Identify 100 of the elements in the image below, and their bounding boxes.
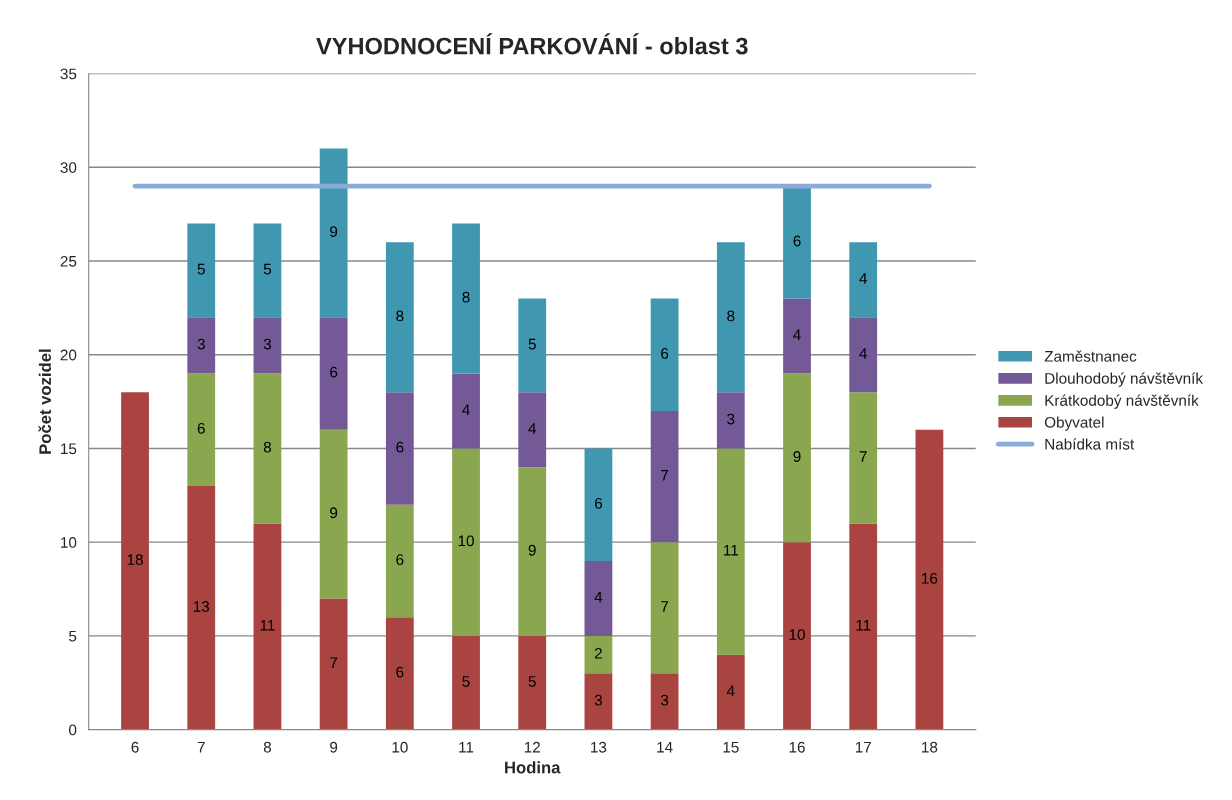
- bar: [716, 654, 745, 730]
- data-label: 4: [528, 423, 537, 434]
- data-label: 16: [922, 572, 938, 584]
- data-label: 11: [724, 544, 738, 556]
- data-label: 4: [859, 273, 868, 284]
- bar: [650, 542, 679, 674]
- bar: [253, 223, 282, 318]
- data-label: 3: [197, 338, 205, 350]
- bar: [650, 410, 679, 543]
- data-label: 5: [528, 338, 536, 350]
- bar: [385, 392, 414, 505]
- x-tick-label: 9: [330, 741, 338, 753]
- bar: [253, 317, 282, 374]
- x-tick-label: 14: [657, 741, 673, 753]
- bar: [187, 223, 216, 318]
- data-label: 5: [528, 676, 536, 687]
- bar: [650, 673, 679, 730]
- data-label: 10: [789, 629, 805, 640]
- data-label: 8: [263, 441, 272, 453]
- bar: [584, 448, 613, 561]
- data-label: 18: [127, 554, 143, 566]
- data-label: 5: [197, 263, 205, 275]
- bar: [385, 504, 414, 618]
- y-tick-label: 30: [60, 162, 77, 173]
- data-label: 8: [727, 310, 735, 322]
- bar: [783, 542, 811, 730]
- data-label: 6: [661, 348, 669, 359]
- x-tick-label: 6: [131, 741, 139, 753]
- y-tick-label: 0: [69, 724, 77, 736]
- data-label: 7: [661, 470, 669, 481]
- bar: [518, 298, 547, 393]
- bar: [452, 373, 480, 449]
- legend-label: Dlouhodobý návštěvník: [1045, 372, 1204, 387]
- bar: [849, 317, 878, 393]
- data-label: 6: [197, 423, 205, 434]
- bar: [849, 523, 878, 730]
- x-tick-label: 10: [392, 741, 408, 753]
- y-tick-label: 10: [61, 537, 77, 548]
- data-label: 4: [859, 348, 868, 359]
- data-label: 2: [594, 647, 602, 659]
- bar: [584, 635, 613, 674]
- data-label: 3: [594, 694, 602, 706]
- bar: [121, 392, 149, 730]
- data-label: 8: [396, 310, 404, 322]
- x-tick-label: 13: [591, 741, 607, 753]
- data-label: 9: [528, 544, 536, 556]
- data-label: 11: [260, 619, 275, 631]
- legend-label: Zaměstnanec: [1044, 350, 1137, 362]
- data-label: 3: [727, 413, 735, 425]
- bar: [783, 186, 811, 299]
- data-label: 5: [462, 676, 470, 687]
- data-label: 6: [396, 666, 404, 678]
- x-axis-title: Hodina: [505, 761, 561, 774]
- y-axis-title: Počet vozidel: [38, 349, 52, 454]
- data-label: 5: [263, 263, 272, 275]
- data-label: 6: [330, 366, 338, 378]
- bar: [452, 223, 480, 374]
- data-label: 6: [396, 554, 404, 566]
- bar: [319, 429, 348, 599]
- bar: [319, 148, 348, 318]
- data-label: 4: [726, 685, 735, 697]
- data-label: 6: [793, 235, 801, 247]
- x-tick-label: 12: [524, 741, 540, 753]
- data-label: 4: [594, 591, 603, 603]
- data-label: 9: [330, 507, 338, 519]
- data-label: 4: [793, 329, 801, 340]
- data-label: 10: [458, 535, 474, 547]
- bar: [584, 560, 613, 636]
- bar: [716, 392, 745, 449]
- x-tick-label: 7: [197, 741, 205, 753]
- x-tick-label: 8: [263, 741, 272, 753]
- bar: [849, 392, 878, 524]
- bar: [253, 373, 282, 524]
- y-tick-label: 15: [61, 443, 77, 455]
- data-label: 3: [263, 338, 272, 350]
- data-label: 6: [594, 497, 602, 509]
- bar: [385, 617, 414, 730]
- bar: [650, 298, 679, 411]
- legend-label: Krátkodobý návštěvník: [1045, 394, 1199, 409]
- x-tick-label: 11: [459, 741, 474, 753]
- data-label: 8: [462, 291, 470, 303]
- x-tick-label: 16: [789, 741, 805, 753]
- data-label: 7: [330, 657, 338, 668]
- data-label: 4: [462, 404, 470, 415]
- bar: [716, 242, 745, 393]
- bar: [253, 523, 282, 730]
- data-label: 7: [661, 601, 669, 612]
- data-label: 3: [660, 694, 669, 706]
- data-label: 7: [859, 451, 867, 462]
- bar: [584, 673, 613, 730]
- y-tick-label: 35: [60, 68, 77, 80]
- y-tick-label: 20: [60, 349, 77, 361]
- data-label: 11: [856, 619, 871, 631]
- bar: [518, 635, 547, 730]
- bar: [849, 242, 878, 318]
- chart-title: VYHODNOCENÍ PARKOVÁNÍ - oblast 3: [316, 33, 748, 55]
- bar: [319, 317, 348, 430]
- data-label: 6: [396, 441, 404, 453]
- bar: [783, 373, 811, 543]
- bar: [187, 373, 216, 486]
